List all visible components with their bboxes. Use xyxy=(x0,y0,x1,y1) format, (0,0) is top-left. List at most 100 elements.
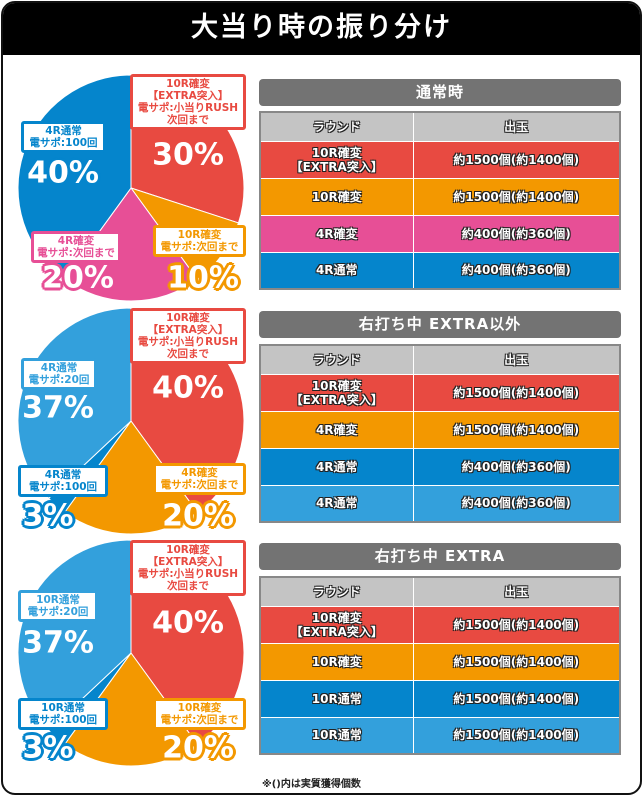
pie-chart xyxy=(17,539,245,767)
slice-label-line: 4R確変 xyxy=(57,235,95,247)
round-cell: 4R通常 xyxy=(259,484,414,523)
slice-label-line: 電サポ:小当りRUSH xyxy=(137,336,239,348)
slice-percent: 37% xyxy=(22,390,94,426)
slice-label-line: 電サポ:小当りRUSH xyxy=(137,102,239,114)
slice-percent: 20% xyxy=(162,730,234,766)
slice-label-line: 【EXTRA突入】 xyxy=(147,90,229,102)
slice-label-line: 電サポ:100回 xyxy=(28,714,98,726)
pie-slice xyxy=(63,652,199,767)
slice-label-line: 電サポ:次回まで xyxy=(160,479,239,491)
table-row: 10R確変 約1500個(約1400個) xyxy=(259,177,621,216)
slice-label-line: 10R確変 xyxy=(177,229,222,241)
payout-cell: 約1500個(約1400個) xyxy=(412,410,621,449)
slice-label-line: 10R確変 xyxy=(166,78,210,90)
table-row: 10R通常 約1500個(約1400個) xyxy=(259,716,621,755)
payout-cell: 約1500個(約1400個) xyxy=(412,642,621,681)
slice-label: 10R確変 電サポ:次回まで xyxy=(153,698,246,730)
column-header: ラウンド xyxy=(259,111,414,142)
slice-label-line: 電サポ:次回まで xyxy=(160,241,239,253)
section-heading: 通常時 xyxy=(259,79,621,106)
slice-percent: 10% xyxy=(167,260,239,296)
slice-label: 10R確変 【EXTRA突入】 電サポ:小当りRUSH 次回まで xyxy=(130,308,246,364)
slice-percent: 40% xyxy=(152,605,224,641)
payout-table: ラウンド 出玉 10R確変 【EXTRA突入】 約1500個(約1400個) 10R確変… xyxy=(259,576,621,755)
pie-slice xyxy=(63,420,199,535)
pie-slice xyxy=(63,187,199,302)
column-header: 出玉 xyxy=(412,344,621,375)
slice-percent: 30% xyxy=(152,137,224,173)
footnote: ※()内は実質獲得個数 xyxy=(262,779,361,790)
table-row: 4R確変 約400個(約360個) xyxy=(259,214,621,253)
payout-cell: 約1500個(約1400個) xyxy=(412,716,621,755)
slice-label-line: 次回まで xyxy=(167,580,209,592)
slice-percent: 37% xyxy=(22,625,94,661)
slice-label: 4R確変 電サポ:次回まで xyxy=(153,463,246,495)
table-row: 4R確変 約1500個(約1400個) xyxy=(259,410,621,449)
slice-label-line: 電サポ:次回まで xyxy=(160,714,239,726)
slice-label-line: 10R通常 xyxy=(36,594,80,606)
slice-label: 4R通常 電サポ:100回 xyxy=(18,465,108,497)
table-row: 10R確変 【EXTRA突入】 約1500個(約1400個) xyxy=(259,140,621,179)
slice-label: 4R確変 電サポ:次回まで xyxy=(31,231,121,263)
slice-label-line: 電サポ:次回まで xyxy=(37,247,115,259)
round-cell: 10R確変 xyxy=(259,177,414,216)
slice-label: 10R確変 電サポ:次回まで xyxy=(153,225,246,257)
round-cell: 10R確変 【EXTRA突入】 xyxy=(259,140,414,179)
slice-percent: 40% xyxy=(27,155,99,191)
slice-label: 4R通常 電サポ:20回 xyxy=(21,358,97,390)
slice-label-line: 電サポ:20回 xyxy=(27,606,89,618)
slice-label-line: 10R確変 xyxy=(166,544,210,556)
payout-table: ラウンド 出玉 10R確変 【EXTRA突入】 約1500個(約1400個) 10R確変… xyxy=(259,111,621,290)
column-header: ラウンド xyxy=(259,344,414,375)
payout-cell: 約1500個(約1400個) xyxy=(412,373,621,412)
slice-label: 10R通常 電サポ:20回 xyxy=(18,590,98,622)
round-cell: 10R確変 xyxy=(259,642,414,681)
table-row: 10R確変 【EXTRA突入】 約1500個(約1400個) xyxy=(259,373,621,412)
slice-percent: 3% xyxy=(22,498,74,534)
payout-cell: 約1500個(約1400個) xyxy=(412,679,621,718)
slice-label-line: 4R通常 xyxy=(44,469,82,481)
slice-label: 10R通常 電サポ:100回 xyxy=(18,698,108,730)
payout-cell: 約400個(約360個) xyxy=(412,214,621,253)
payout-cell: 約400個(約360個) xyxy=(412,251,621,290)
round-cell: 4R通常 xyxy=(259,447,414,486)
payout-cell: 約1500個(約1400個) xyxy=(412,140,621,179)
slice-label-line: 電サポ:100回 xyxy=(29,137,98,149)
payout-cell: 約1500個(約1400個) xyxy=(412,605,621,644)
slice-percent: 40% xyxy=(152,370,224,406)
slice-percent: 20% xyxy=(162,498,234,534)
round-cell: 4R通常 xyxy=(259,251,414,290)
slice-label-line: 【EXTRA突入】 xyxy=(147,324,229,336)
round-cell: 10R通常 xyxy=(259,679,414,718)
section-heading: 右打ち中 EXTRA xyxy=(259,543,621,570)
payout-table: ラウンド 出玉 10R確変 【EXTRA突入】 約1500個(約1400個) 4R確変約… xyxy=(259,344,621,523)
table-header-row: ラウンド 出玉 xyxy=(259,576,621,607)
table-row: 10R通常 約1500個(約1400個) xyxy=(259,679,621,718)
column-header: 出玉 xyxy=(412,576,621,607)
round-cell: 10R確変 【EXTRA突入】 xyxy=(259,605,414,644)
table-row: 4R通常 約400個(約360個) xyxy=(259,484,621,523)
slice-label: 4R通常 電サポ:100回 xyxy=(21,121,106,153)
slice-label: 10R確変 【EXTRA突入】 電サポ:小当りRUSH 次回まで xyxy=(130,540,246,596)
table-header-row: ラウンド 出玉 xyxy=(259,111,621,142)
column-header: ラウンド xyxy=(259,576,414,607)
slice-label-line: 10R確変 xyxy=(177,702,222,714)
payout-cell: 約400個(約360個) xyxy=(412,484,621,523)
slice-label-line: 4R通常 xyxy=(45,125,82,137)
slice-label-line: 電サポ:100回 xyxy=(28,481,98,493)
payout-cell: 約1500個(約1400個) xyxy=(412,177,621,216)
slice-percent: 20% xyxy=(42,260,114,296)
round-cell: 10R通常 xyxy=(259,716,414,755)
slice-label: 10R確変 【EXTRA突入】 電サポ:小当りRUSH 次回まで xyxy=(130,74,246,130)
round-cell: 10R確変 【EXTRA突入】 xyxy=(259,373,414,412)
column-header: 出玉 xyxy=(412,111,621,142)
slice-label-line: 次回まで xyxy=(167,348,209,360)
slice-percent: 3% xyxy=(22,730,74,766)
slice-label-line: 4R確変 xyxy=(181,467,218,479)
table-row: 10R確変 【EXTRA突入】 約1500個(約1400個) xyxy=(259,605,621,644)
page-title: 大当り時の振り分け xyxy=(3,3,640,55)
slice-label-line: 電サポ:20回 xyxy=(28,374,90,386)
payout-cell: 約400個(約360個) xyxy=(412,447,621,486)
table-row: 4R通常 約400個(約360個) xyxy=(259,251,621,290)
